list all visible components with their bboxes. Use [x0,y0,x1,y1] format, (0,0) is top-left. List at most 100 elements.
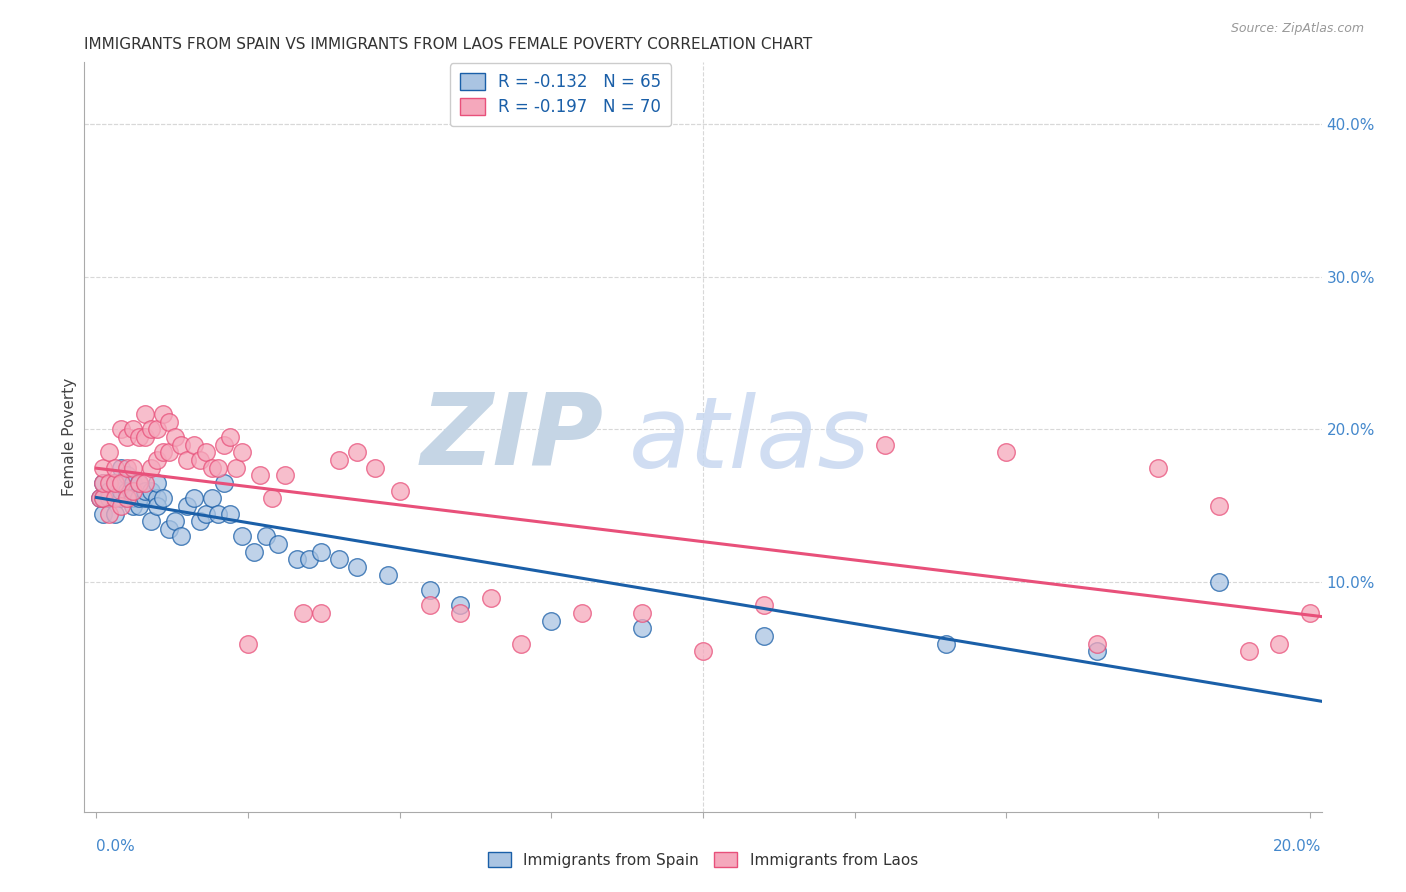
Point [219,430,242,444]
Point [752,599,775,613]
Point [104,475,127,490]
Text: atlas: atlas [628,392,870,490]
Point [449,606,471,620]
Point [134,475,156,490]
Point [139,514,162,528]
Point [91,475,114,490]
Point [134,430,156,444]
Point [97,483,120,498]
Point [128,491,150,506]
Point [571,606,593,620]
Legend: R = -0.132   N = 65, R = -0.197   N = 70: R = -0.132 N = 65, R = -0.197 N = 70 [450,63,672,127]
Point [110,475,132,490]
Point [122,491,145,506]
Point [157,415,180,429]
Point [207,507,229,521]
Point [122,475,145,490]
Point [128,499,150,513]
Point [146,453,169,467]
Point [110,460,132,475]
Point [346,445,368,459]
Point [291,606,314,620]
Text: ZIP: ZIP [420,389,605,485]
Point [165,430,187,444]
Point [157,522,180,536]
Point [285,552,308,566]
Point [157,445,180,459]
Point [104,491,127,506]
Point [510,636,533,650]
Point [115,483,138,498]
Point [243,545,266,559]
Point [104,460,127,475]
Point [1268,636,1291,650]
Point [188,453,211,467]
Point [115,430,138,444]
Point [309,545,332,559]
Point [115,468,138,483]
Point [873,438,896,452]
Point [212,475,235,490]
Text: IMMIGRANTS FROM SPAIN VS IMMIGRANTS FROM LAOS FEMALE POVERTY CORRELATION CHART: IMMIGRANTS FROM SPAIN VS IMMIGRANTS FROM… [84,37,813,52]
Point [201,460,224,475]
Point [225,460,247,475]
Point [479,591,502,605]
Point [752,629,775,643]
Point [267,537,290,551]
Point [97,445,120,459]
Point [115,491,138,506]
Point [449,599,471,613]
Text: 0.0%: 0.0% [97,839,135,855]
Point [201,491,224,506]
Point [152,491,174,506]
Point [165,514,187,528]
Point [122,483,145,498]
Point [170,438,193,452]
Point [134,407,156,421]
Point [146,499,169,513]
Point [273,468,295,483]
Point [89,491,111,506]
Point [183,438,205,452]
Point [249,468,271,483]
Point [176,499,198,513]
Point [631,606,654,620]
Point [631,621,654,635]
Point [134,491,156,506]
Point [110,491,132,506]
Point [1208,499,1230,513]
Point [1208,575,1230,590]
Point [298,552,321,566]
Point [146,491,169,506]
Point [89,491,111,506]
Point [115,491,138,506]
Point [91,491,114,506]
Point [176,453,198,467]
Point [419,582,441,597]
Point [377,567,399,582]
Point [122,422,145,436]
Point [1147,460,1170,475]
Point [935,636,957,650]
Point [194,507,217,521]
Point [139,422,162,436]
Point [183,491,205,506]
Point [254,529,277,543]
Point [139,460,162,475]
Point [91,491,114,506]
Point [419,599,441,613]
Point [128,475,150,490]
Point [115,491,138,506]
Point [91,460,114,475]
Point [152,407,174,421]
Point [115,491,138,506]
Point [128,430,150,444]
Point [328,453,350,467]
Point [170,529,193,543]
Point [212,438,235,452]
Point [1298,606,1320,620]
Point [110,422,132,436]
Point [1085,636,1108,650]
Point [128,475,150,490]
Point [110,475,132,490]
